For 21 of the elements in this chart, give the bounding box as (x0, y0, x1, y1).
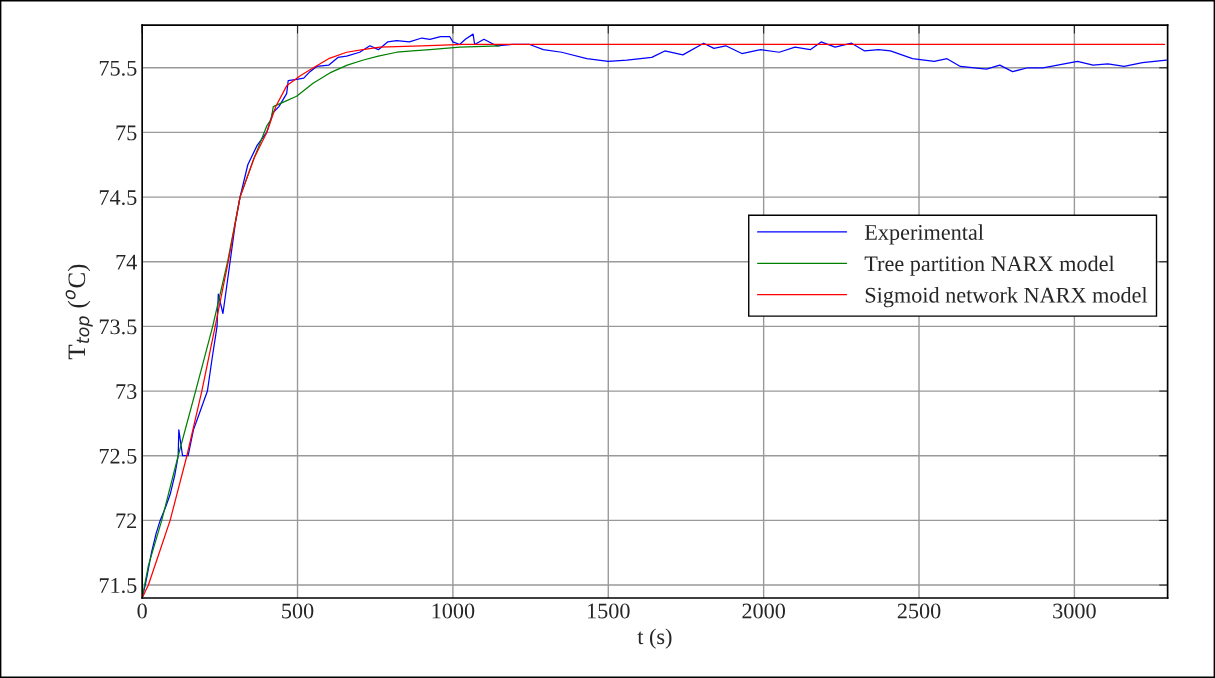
legend-label: Tree partition NARX model (864, 255, 1115, 276)
x-tick-label: 500 (282, 603, 314, 619)
legend-label: Sigmoid network NARX model (865, 287, 1148, 308)
x-tick-label: 2000 (742, 603, 786, 619)
y-axis-title: T$_{top}$ ($^{o}$C) (65, 264, 93, 360)
x-axis-title: t (s) (637, 628, 672, 649)
x-tick-label: 1000 (432, 603, 475, 619)
x-tick-label: 0 (137, 603, 147, 619)
y-tick-label: 72.5 (99, 448, 137, 464)
x-tick-label: 2500 (897, 603, 941, 619)
y-tick-label: 75.5 (99, 60, 137, 76)
y-tick-label: 73.5 (99, 319, 137, 335)
legend-label: Experimental (864, 224, 984, 245)
x-tick-label: 1500 (588, 603, 630, 619)
y-tick-label: 74 (116, 254, 137, 270)
y-tick-label: 75 (116, 125, 137, 141)
y-tick-label: 74.5 (99, 190, 137, 206)
y-tick-label: 73 (116, 384, 137, 399)
y-tick-label: 71.5 (99, 578, 137, 594)
y-tick-label: 72 (116, 513, 137, 529)
x-tick-label: 3000 (1053, 603, 1096, 619)
